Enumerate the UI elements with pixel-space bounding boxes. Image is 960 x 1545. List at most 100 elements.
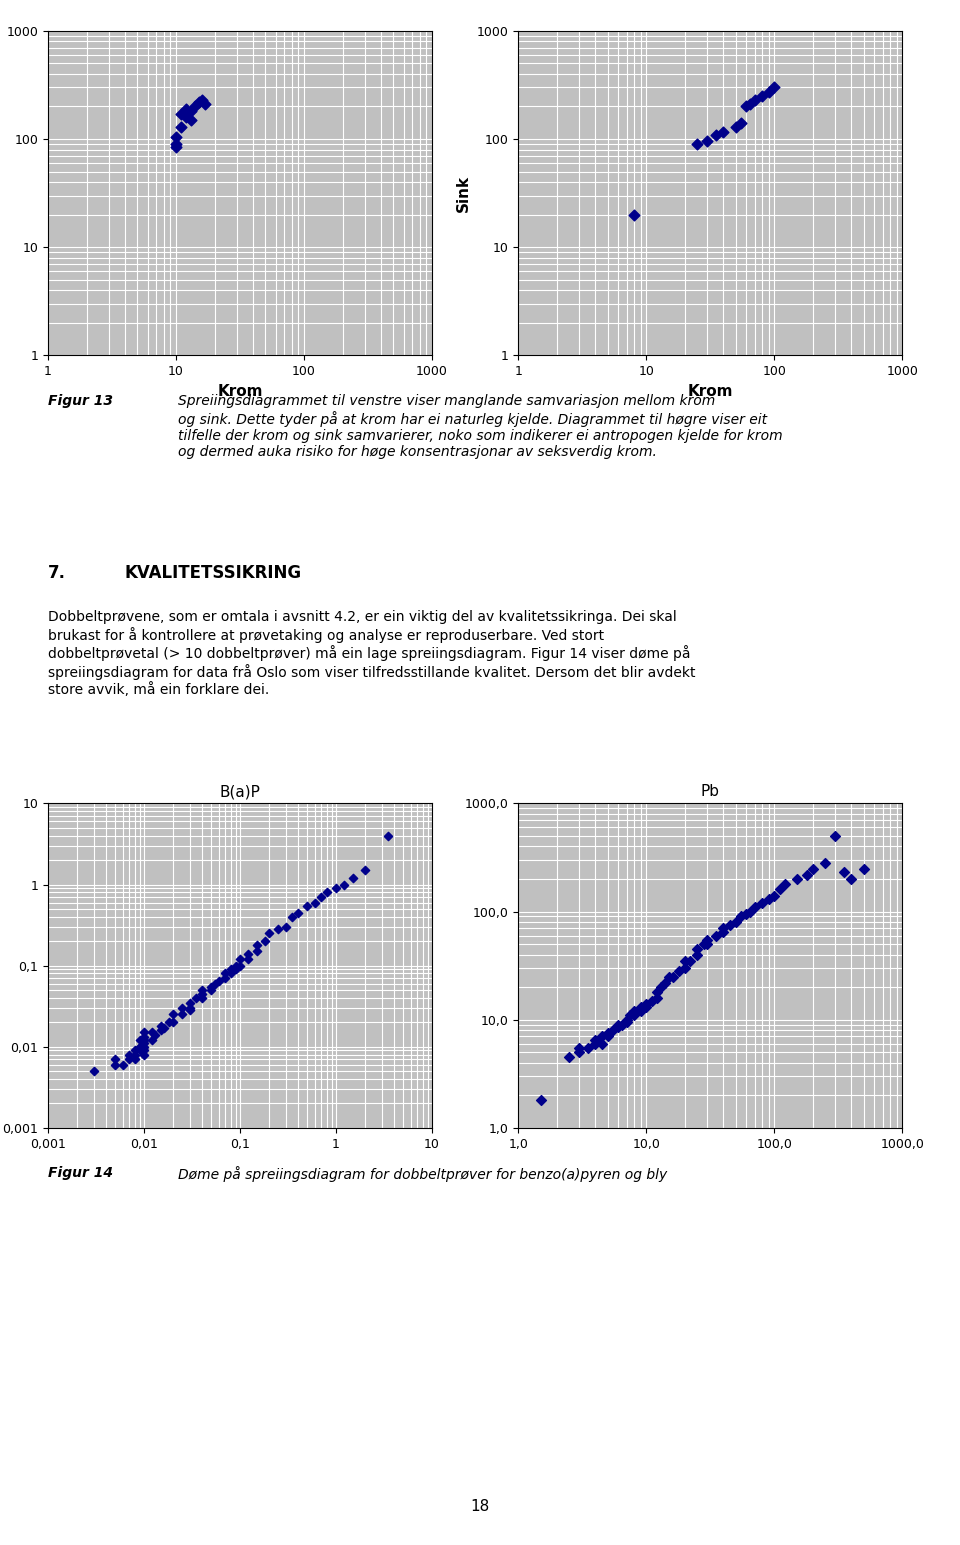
Point (856, 856, 872, 881)
Point (696, 932, 711, 956)
Point (738, 902, 754, 927)
Text: Dobbeltprøvene, som er omtala i avsnitt 4.2, er ein viktig del av kvalitetssikri: Dobbeltprøvene, som er omtala i avsnitt … (48, 610, 695, 697)
Point (716, 919, 732, 944)
Point (588, 1027, 603, 1052)
Point (716, 121, 732, 145)
Point (136, 1027, 152, 1052)
Point (654, 975, 669, 1000)
Point (588, 1032, 603, 1057)
Point (600, 1021, 615, 1046)
Point (175, 1003, 190, 1027)
Point (154, 1018, 169, 1043)
Point (278, 915, 294, 939)
Point (174, 102, 189, 127)
Point (147, 1023, 162, 1048)
Point (179, 105, 194, 130)
Point (611, 1015, 626, 1040)
Point (572, 1035, 588, 1060)
Text: Figur 13: Figur 13 (48, 394, 123, 408)
Point (183, 99, 199, 124)
Point (689, 131, 705, 156)
Point (174, 114, 189, 139)
Point (828, 823, 843, 848)
Point (179, 96, 194, 121)
Point (232, 953, 248, 978)
Point (665, 964, 681, 989)
Point (729, 910, 744, 935)
Point (161, 1010, 177, 1035)
Point (336, 871, 351, 896)
Point (168, 125, 183, 150)
Point (633, 998, 648, 1023)
Point (733, 111, 749, 136)
Text: Døme på spreiingsdiagram for dobbeltprøver for benzo(a)pyren og bly: Døme på spreiingsdiagram for dobbeltprøv… (178, 1166, 667, 1182)
Point (761, 80, 777, 105)
Point (108, 1052, 123, 1077)
Y-axis label: Sink: Sink (456, 175, 471, 212)
Point (328, 876, 344, 901)
Point (818, 851, 833, 876)
Point (700, 932, 715, 956)
Text: Figur 14: Figur 14 (48, 1166, 123, 1180)
Point (257, 929, 273, 953)
Point (240, 947, 255, 972)
Point (182, 995, 198, 1020)
Point (144, 1027, 159, 1052)
Point (250, 939, 265, 964)
Point (743, 899, 758, 924)
Point (626, 998, 641, 1023)
Point (182, 998, 198, 1023)
Point (633, 995, 648, 1020)
Point (638, 995, 654, 1020)
Point (747, 88, 762, 113)
Point (644, 989, 660, 1014)
Point (194, 978, 209, 1003)
Point (136, 1026, 152, 1051)
Text: Spreiingsdiagrammet til venstre viser manglande samvariasjon mellom krom
og sink: Spreiingsdiagrammet til venstre viser ma… (178, 394, 782, 459)
Point (194, 986, 209, 1010)
Text: 18: 18 (470, 1499, 490, 1514)
Point (600, 1024, 615, 1049)
Point (649, 980, 664, 1004)
Point (755, 83, 770, 108)
X-axis label: Krom: Krom (687, 383, 733, 399)
Point (626, 1003, 641, 1027)
Point (661, 964, 677, 989)
Point (86, 1058, 102, 1083)
Point (346, 865, 361, 890)
Point (708, 924, 724, 949)
Point (223, 956, 238, 981)
Point (132, 1035, 147, 1060)
Point (689, 942, 705, 967)
Point (284, 904, 300, 929)
Point (136, 1035, 152, 1060)
Point (738, 94, 754, 119)
Point (708, 122, 724, 147)
Point (658, 970, 673, 995)
Point (743, 91, 758, 116)
Point (733, 904, 749, 929)
Point (729, 114, 744, 139)
Point (175, 995, 190, 1020)
Point (198, 91, 213, 116)
Point (319, 881, 334, 905)
Point (211, 969, 227, 993)
Point (772, 878, 787, 902)
Point (250, 933, 265, 958)
Point (168, 131, 183, 156)
Point (572, 1040, 588, 1065)
Point (271, 918, 286, 942)
Point (700, 130, 715, 154)
Point (300, 893, 315, 918)
Point (182, 990, 198, 1015)
Point (767, 76, 782, 100)
Point (228, 956, 243, 981)
Point (127, 1043, 142, 1068)
Point (380, 823, 396, 848)
Point (594, 1024, 610, 1049)
Point (581, 1035, 596, 1060)
Point (689, 936, 705, 961)
Point (127, 1048, 142, 1072)
Point (108, 1048, 123, 1072)
Text: 7.: 7. (48, 564, 66, 582)
